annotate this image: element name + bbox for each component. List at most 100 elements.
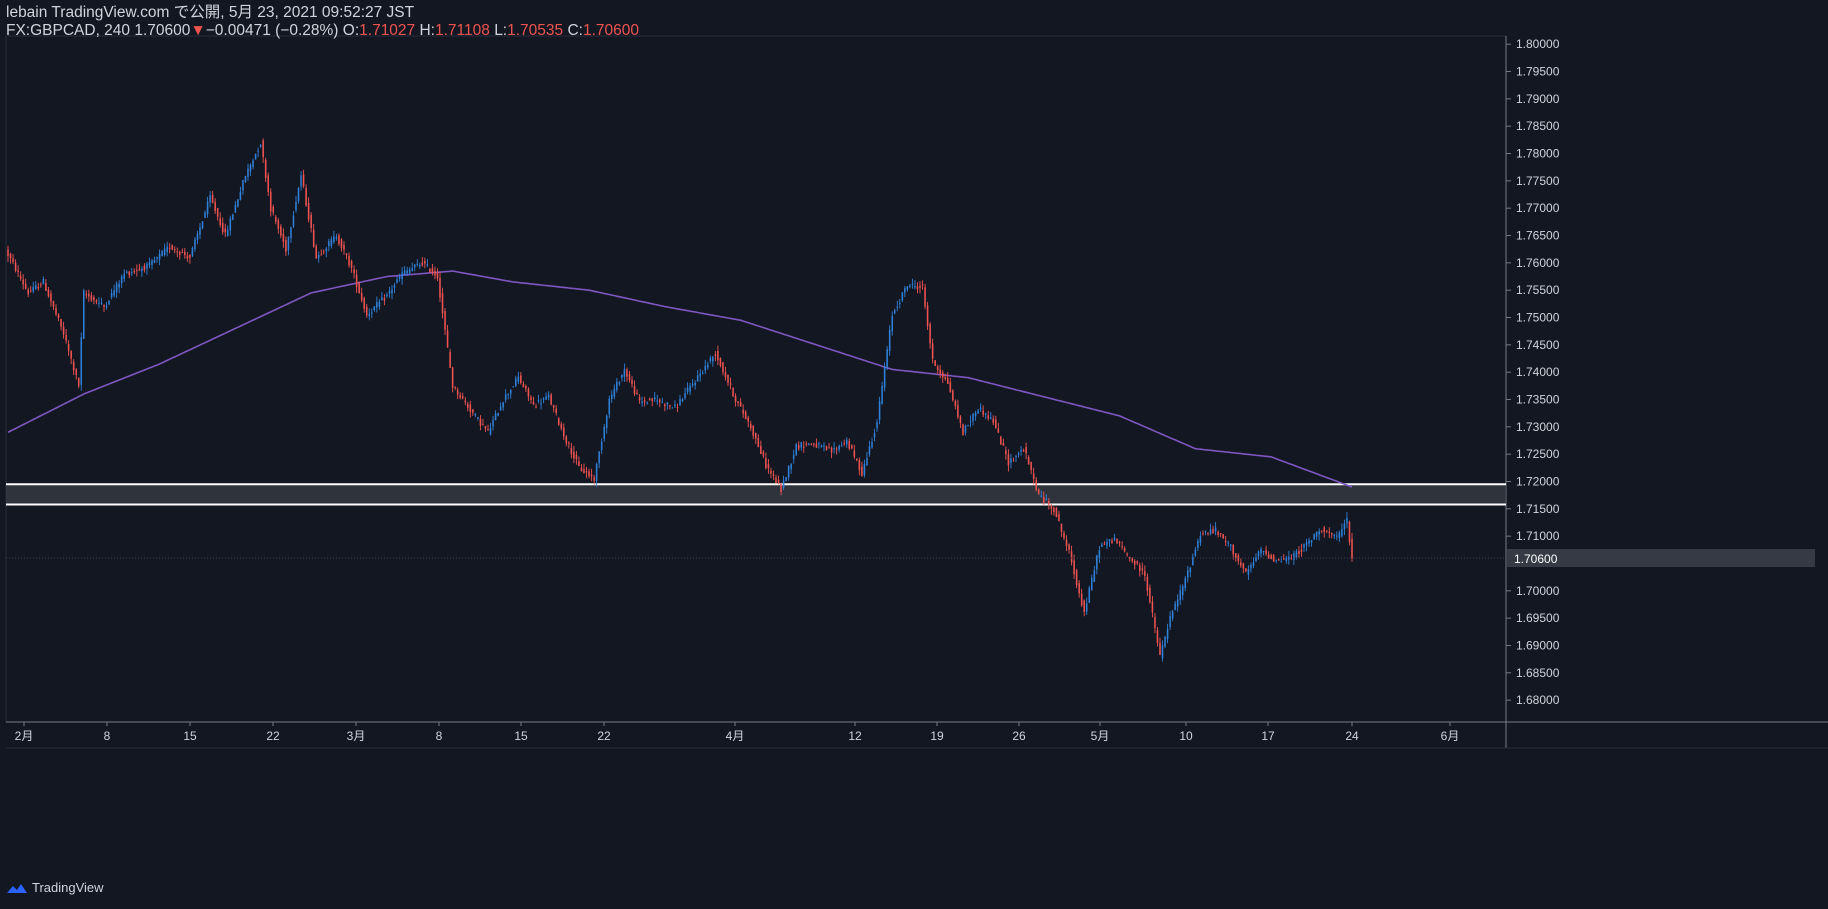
candle-body [1214,527,1217,532]
candle-body [1002,442,1005,446]
candle-body [522,383,525,388]
candle-body [123,273,125,279]
candle-body [47,289,50,297]
tradingview-brand[interactable]: TradingView [6,880,104,895]
candle-body [105,305,108,308]
plot-area[interactable] [5,35,1828,749]
support-zone[interactable] [6,483,1506,506]
candle-body [1108,539,1111,542]
candle-body [714,354,717,356]
candle-body [858,460,861,470]
candle-body [563,427,565,437]
candle-body [1199,535,1202,544]
candle-body [244,175,247,183]
candle-body [1010,458,1012,463]
candle-body [1303,544,1305,548]
candle-body [792,455,795,459]
candle-body [1103,543,1106,545]
candle-body [1080,593,1083,606]
candle-body [580,467,583,472]
candle-body [1098,550,1101,558]
candle-body [757,438,760,448]
candle-body [247,168,249,177]
candle-body [1242,563,1245,569]
x-tick-label: 8 [104,729,111,743]
candle-body [484,426,487,429]
candle-body [605,415,608,428]
candle-body [1224,541,1227,543]
candle-body [85,294,88,296]
candle-body [365,306,368,316]
candle-body [424,260,426,264]
candle-body [1315,531,1318,537]
candle-body [234,205,237,213]
candle-body [664,404,666,407]
candle-body [1290,558,1293,560]
candle-body [755,433,757,439]
candle-body [1275,560,1277,562]
candle-body [161,251,163,256]
x-tick-label: 12 [848,729,862,743]
candle-body [259,144,262,147]
candle-body [1295,551,1298,558]
x-tick-label: 19 [930,729,944,743]
candle-body [1181,586,1184,596]
candle-body [1257,551,1260,557]
candle-body [499,406,502,411]
candle-body [393,285,396,288]
candle-body [712,356,714,362]
candle-body [1187,570,1189,578]
candle-body [421,262,424,266]
candle-body [487,429,489,431]
candle-body [1151,601,1154,613]
candle-body [886,349,888,368]
candle-body [856,458,858,461]
candle-body [1166,628,1169,640]
x-tick-label: 17 [1261,729,1275,743]
time-axis[interactable]: 2月 8 15 22 3月 8 15 22 4月 12 19 26 5月 10 17 24 6月 [15,722,1460,743]
candle-body [1123,548,1126,552]
candle-body [1267,554,1270,558]
candle-body [62,326,65,335]
candle-body [944,376,947,379]
candle-body [176,251,179,253]
candle-body [1020,449,1022,452]
price-axis[interactable]: 1.80000 1.79500 1.79000 1.78500 1.78000 1.775… [1506,37,1560,707]
candle-body [661,401,664,403]
candle-body [280,226,282,236]
candle-body [744,411,747,420]
candle-body [1000,436,1002,445]
candle-body [1189,567,1192,573]
candle-body [921,284,924,286]
candle-body [899,302,901,304]
candle-body [1093,570,1096,582]
candle-body [507,393,509,395]
candle-body [474,413,477,416]
y-tick-label: 1.80000 [1516,37,1560,51]
candle-body [603,426,605,439]
candle-body [853,450,856,458]
candle-body [1063,532,1065,538]
candle-body [302,174,305,187]
candle-body [292,215,295,227]
candle-body [984,413,987,415]
candle-body [360,293,363,301]
candle-body [216,208,219,217]
candle-body [1207,532,1209,534]
last-price-marker: 1.70600 [6,549,1815,568]
y-tick-label: 1.68500 [1516,666,1560,680]
candle-body [545,396,547,400]
x-tick-label: 15 [514,729,528,743]
candle-body [272,206,275,213]
candle-body [742,409,744,414]
candle-body [148,262,151,266]
open-label: O: [342,22,360,39]
candle-body [679,398,681,406]
candle-body [805,443,808,445]
candle-body [353,269,355,274]
candle-body [434,271,436,276]
candle-body [765,458,767,468]
candle-body [1204,530,1207,532]
candle-body [929,324,931,344]
